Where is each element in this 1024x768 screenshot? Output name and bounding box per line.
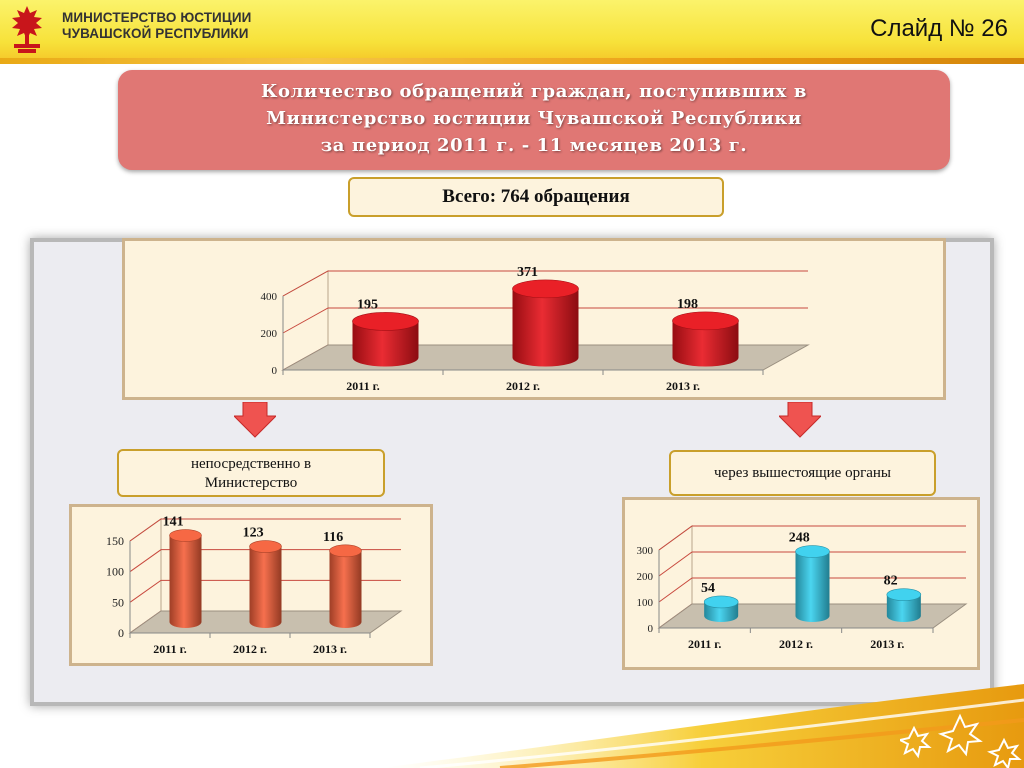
bar-top — [329, 544, 362, 558]
gridline — [658, 551, 966, 577]
y-tick-label: 400 — [261, 291, 278, 303]
x-category-label: 2013 г. — [666, 379, 700, 393]
bar-body — [672, 320, 739, 367]
total-chart-svg: 0 200 400 2011 г. 2012 г. 2013 г. 195 371 198 — [261, 265, 810, 393]
title-banner: Количество обращений граждан, поступивши… — [118, 70, 950, 170]
higher-bodies-label-text: через вышестоящие органы — [714, 465, 891, 481]
gridline — [129, 518, 401, 542]
y-tick-label: 0 — [118, 626, 124, 640]
gridline — [658, 525, 966, 551]
chuvash-emblem-icon — [12, 6, 42, 53]
gridline — [282, 270, 808, 297]
bar-body — [795, 551, 830, 622]
decorative-stars-icon — [900, 713, 1022, 768]
y-tick-label: 150 — [106, 534, 124, 548]
down-arrow-icon — [234, 402, 276, 438]
bar-2011 г. — [703, 595, 739, 622]
y-tick-label: 0 — [272, 365, 278, 377]
organization-name-line2: ЧУВАШСКОЙ РЕСПУБЛИКИ — [62, 26, 249, 41]
down-arrow-icon — [779, 402, 821, 438]
bar-2013 г. — [672, 311, 739, 367]
x-category-label: 2012 г. — [779, 637, 813, 651]
total-count-box: Всего: 764 обращения — [348, 177, 724, 217]
x-category-label: 2013 г. — [313, 642, 347, 656]
bar-2013 г. — [329, 544, 362, 628]
data-label: 248 — [789, 531, 810, 546]
y-tick-label: 300 — [637, 545, 654, 557]
bar-top — [795, 545, 830, 558]
x-category-label: 2012 г. — [233, 642, 267, 656]
y-tick-label: 100 — [106, 565, 124, 579]
header-bar: МИНИСТЕРСТВО ЮСТИЦИИ ЧУВАШСКОЙ РЕСПУБЛИК… — [0, 0, 1024, 60]
y-tick-label: 100 — [637, 597, 654, 609]
title-line1: Количество обращений граждан, поступивши… — [261, 81, 807, 102]
direct-channel-label: непосредственно в Министерство — [117, 449, 385, 497]
bar-top — [672, 311, 739, 331]
bar-2012 г. — [249, 540, 282, 628]
data-label: 54 — [701, 581, 715, 596]
direct-chart: 0 50 100 150 2011 г. 2012 г. 2013 г. 141 123 116 — [69, 504, 433, 666]
bar-2011 г. — [352, 312, 419, 367]
y-tick-label: 50 — [112, 595, 124, 609]
title-line2: Министерство юстиции Чувашской Республик… — [266, 108, 802, 129]
gridline — [129, 549, 401, 573]
x-category-label: 2012 г. — [506, 379, 540, 393]
direct-channel-label-line1: непосредственно в — [190, 456, 312, 472]
title-line3: за период 2011 г. - 11 месяцев 2013 г. — [320, 135, 748, 156]
bar-top — [169, 529, 202, 542]
bar-body — [352, 321, 419, 367]
y-tick-label: 0 — [648, 623, 654, 635]
bar-2012 г. — [795, 545, 830, 622]
bar-body — [329, 550, 362, 628]
bar-2012 г. — [512, 279, 579, 367]
data-label: 198 — [677, 297, 698, 312]
y-tick-label: 200 — [637, 571, 654, 583]
data-label: 123 — [243, 526, 264, 541]
y-tick-label: 200 — [261, 328, 278, 340]
organization-name-line1: МИНИСТЕРСТВО ЮСТИЦИИ — [62, 10, 252, 25]
direct-channel-label-line2: Министерство — [204, 475, 298, 491]
bar-top — [703, 595, 739, 609]
higher-chart: 0 100 200 300 2011 г. 2012 г. 2013 г. 54 248 82 — [622, 497, 980, 670]
header-divider — [0, 58, 1024, 64]
bar-body — [249, 546, 282, 628]
slide-title: Количество обращений граждан, поступивши… — [118, 78, 950, 159]
higher-bodies-label: через вышестоящие органы — [669, 450, 936, 496]
higher-chart-svg: 0 100 200 300 2011 г. 2012 г. 2013 г. 54 248 82 — [637, 525, 968, 651]
total-chart: 0 200 400 2011 г. 2012 г. 2013 г. 195 371 198 — [122, 238, 946, 400]
bar-body — [886, 594, 921, 622]
data-label: 116 — [323, 530, 343, 545]
decorative-swoosh — [380, 684, 1024, 768]
x-category-label: 2011 г. — [346, 379, 379, 393]
gridline — [129, 579, 401, 603]
data-label: 371 — [517, 265, 538, 280]
x-category-label: 2013 г. — [870, 637, 904, 651]
slide-number: Слайд № 26 — [870, 15, 1008, 42]
direct-chart-svg: 0 50 100 150 2011 г. 2012 г. 2013 г. 141 123 116 — [106, 515, 403, 656]
organization-name: МИНИСТЕРСТВО ЮСТИЦИИ ЧУВАШСКОЙ РЕСПУБЛИК… — [62, 10, 251, 42]
bar-body — [512, 288, 579, 367]
data-label: 141 — [163, 515, 184, 530]
x-category-label: 2011 г. — [153, 642, 186, 656]
x-category-label: 2011 г. — [688, 637, 721, 651]
bar-top — [886, 588, 922, 601]
data-label: 82 — [884, 574, 898, 589]
bar-body — [169, 535, 202, 628]
data-label: 195 — [357, 297, 378, 312]
bar-2013 г. — [886, 588, 922, 622]
bar-top — [512, 279, 579, 299]
bar-2011 г. — [169, 529, 202, 628]
bar-top — [249, 540, 282, 553]
bar-top — [352, 312, 419, 331]
gridline — [658, 577, 966, 603]
gridline — [282, 307, 808, 334]
